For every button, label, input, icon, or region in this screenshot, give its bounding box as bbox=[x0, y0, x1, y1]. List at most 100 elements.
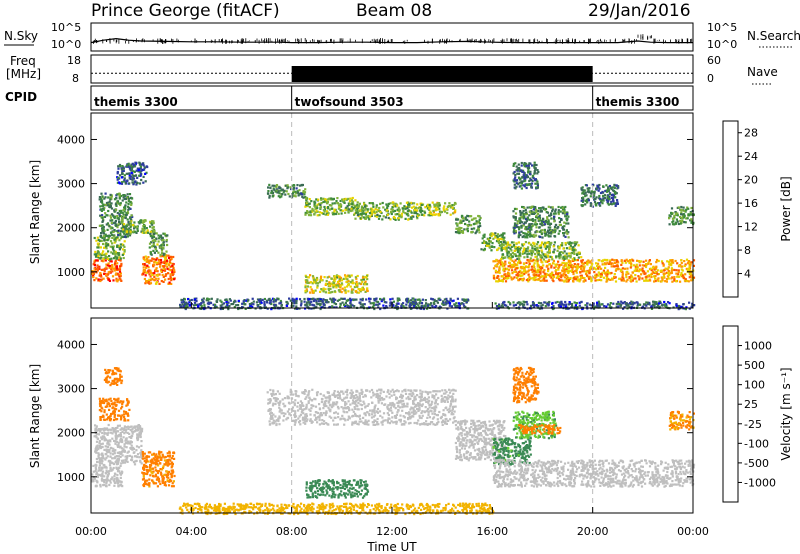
echo-cell bbox=[580, 256, 583, 259]
echo-cell bbox=[507, 276, 510, 280]
echo-cell bbox=[585, 184, 588, 187]
echo-cell bbox=[103, 272, 106, 275]
echo-cell bbox=[581, 200, 585, 203]
echo-cell bbox=[115, 277, 118, 280]
echo-cell bbox=[370, 209, 373, 212]
echo-cell bbox=[111, 246, 114, 250]
echo-cell bbox=[526, 227, 529, 230]
echo-cell bbox=[562, 232, 565, 235]
echo-cell bbox=[219, 307, 222, 311]
echo-cell bbox=[449, 206, 452, 209]
echo-cell bbox=[114, 273, 117, 276]
echo-cell bbox=[367, 216, 370, 219]
echo-cell bbox=[514, 218, 517, 221]
echo-cell bbox=[91, 270, 94, 273]
echo-cell bbox=[98, 224, 101, 227]
echo-cell bbox=[464, 306, 467, 309]
echo-cell bbox=[525, 217, 528, 221]
echo-cell bbox=[520, 212, 523, 215]
echo-cell bbox=[473, 222, 476, 225]
echo-cell bbox=[657, 272, 660, 276]
echo-cell bbox=[550, 264, 553, 267]
echo-cell bbox=[605, 189, 608, 192]
echo-cell bbox=[362, 288, 365, 291]
echo-cell bbox=[509, 264, 512, 267]
echo-cell bbox=[473, 227, 476, 230]
echo-cell bbox=[410, 301, 413, 304]
echo-cell bbox=[352, 298, 355, 302]
echo-cell bbox=[678, 264, 681, 267]
echo-cell bbox=[160, 249, 164, 252]
echo-cell bbox=[138, 162, 142, 165]
echo-cell bbox=[164, 278, 167, 281]
echo-cell bbox=[514, 231, 517, 234]
echo-cell bbox=[181, 303, 184, 306]
echo-cell bbox=[531, 164, 534, 167]
echo-cell bbox=[615, 203, 618, 206]
echo-cell bbox=[665, 278, 669, 281]
echo-cell bbox=[577, 256, 580, 259]
echo-cell bbox=[295, 297, 298, 300]
echo-cell bbox=[512, 210, 515, 213]
echo-cell bbox=[152, 273, 155, 276]
echo-cell bbox=[135, 231, 138, 234]
echo-cell bbox=[631, 279, 634, 282]
echo-cell bbox=[332, 284, 335, 287]
echo-cell bbox=[533, 163, 536, 167]
echo-cell bbox=[680, 261, 683, 265]
echo-cell bbox=[530, 186, 533, 189]
echo-cell bbox=[593, 266, 596, 269]
echo-cell bbox=[320, 202, 323, 205]
echo-cell bbox=[559, 263, 562, 266]
echo-cell bbox=[548, 246, 551, 249]
echo-cell bbox=[656, 269, 659, 272]
echo-cell bbox=[529, 243, 533, 246]
echo-cell bbox=[553, 229, 556, 232]
echo-cell bbox=[468, 220, 471, 223]
echo-cell bbox=[683, 260, 686, 263]
echo-cell bbox=[564, 243, 567, 246]
echo-cell bbox=[611, 258, 614, 261]
echo-cell bbox=[292, 188, 295, 191]
echo-cell bbox=[114, 219, 117, 223]
echo-cell bbox=[511, 252, 514, 255]
echo-cell bbox=[376, 213, 379, 216]
echo-cell bbox=[641, 270, 645, 273]
echo-cell bbox=[675, 272, 678, 275]
echo-cell bbox=[500, 247, 503, 250]
echo-cell bbox=[119, 230, 123, 233]
echo-cell bbox=[95, 239, 98, 242]
echo-cell bbox=[183, 298, 186, 301]
echo-cell bbox=[525, 265, 528, 268]
echo-cell bbox=[335, 283, 338, 286]
echo-cell bbox=[366, 208, 369, 211]
echo-cell bbox=[190, 298, 193, 302]
echo-cell bbox=[522, 250, 525, 253]
echo-cell bbox=[351, 282, 354, 285]
echo-cell bbox=[358, 282, 361, 285]
echo-cell bbox=[670, 260, 673, 263]
echo-cell bbox=[596, 202, 599, 205]
echo-cell bbox=[515, 207, 518, 211]
echo-cell bbox=[377, 209, 381, 212]
echo-cell bbox=[517, 172, 521, 175]
echo-cell bbox=[553, 235, 556, 238]
echo-cell bbox=[121, 165, 124, 168]
echo-cell bbox=[523, 206, 526, 209]
echo-cell bbox=[511, 255, 514, 258]
echo-cell bbox=[267, 186, 270, 189]
echo-cell bbox=[310, 297, 314, 301]
echo-cell bbox=[136, 176, 139, 179]
echo-cell bbox=[566, 219, 569, 222]
echo-cell bbox=[164, 274, 167, 277]
echo-cell bbox=[117, 165, 120, 168]
echo-cell bbox=[596, 279, 599, 282]
echo-cell bbox=[155, 232, 158, 235]
echo-cell bbox=[547, 222, 550, 226]
echo-cell bbox=[681, 306, 684, 309]
echo-cell bbox=[295, 305, 298, 308]
echo-cell bbox=[167, 282, 170, 285]
echo-cell bbox=[523, 266, 526, 269]
echo-cell bbox=[165, 238, 168, 242]
echo-cell bbox=[676, 275, 679, 278]
